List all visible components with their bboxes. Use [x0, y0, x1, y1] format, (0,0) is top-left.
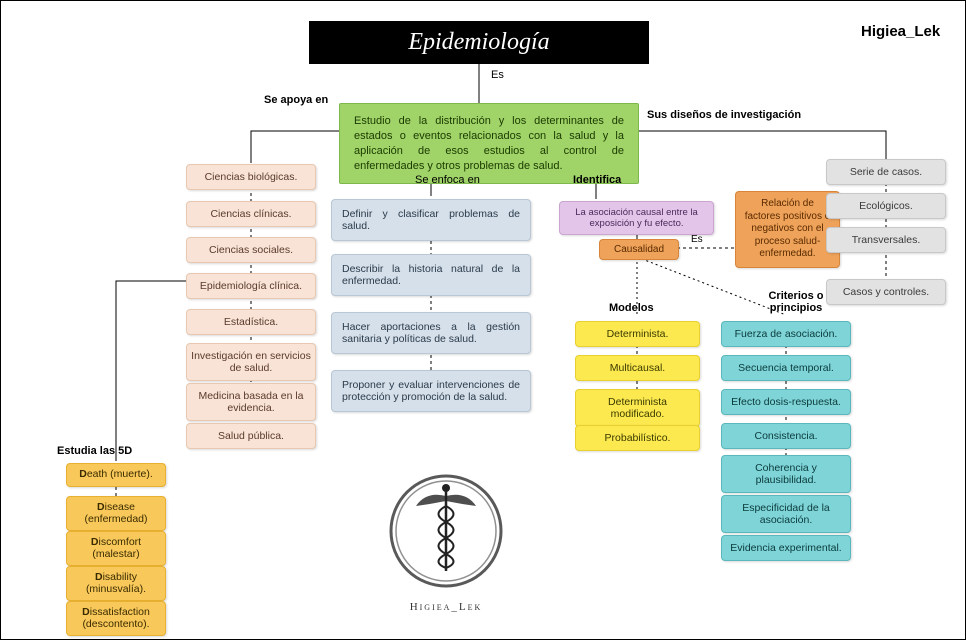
connector-5d: Estudia las 5D: [57, 445, 132, 457]
connector-es2: Es: [691, 234, 703, 245]
fived-0: Death (muerte).: [66, 463, 166, 487]
fived-4: Dissatisfaction (descontento).: [66, 601, 166, 636]
enfoca-3: Proponer y evaluar intervenciones de pro…: [331, 370, 531, 412]
connector-criterios: Criterios o principios: [761, 290, 831, 314]
caduceus-icon: [381, 466, 511, 596]
modelo-3: Probabilístico.: [575, 425, 700, 451]
criterio-2: Efecto dosis-respuesta.: [721, 389, 851, 415]
apoya-2: Ciencias sociales.: [186, 237, 316, 263]
apoya-6: Medicina basada en la evidencia.: [186, 383, 316, 421]
author-label: Higiea_Lek: [861, 23, 940, 40]
relacion-box: Relación de factores positivos o negativ…: [735, 191, 840, 268]
criterio-3: Consistencia.: [721, 423, 851, 449]
logo-container: Higiea_Lek: [371, 466, 521, 613]
causalidad-box: Causalidad: [599, 239, 679, 260]
modelo-1: Multicausal.: [575, 355, 700, 381]
definition-text: Estudio de la distribución y los determi…: [354, 115, 624, 172]
diseno-2: Transversales.: [826, 227, 946, 253]
criterio-0: Fuerza de asociación.: [721, 321, 851, 347]
enfoca-1: Describir la historia natural de la enfe…: [331, 254, 531, 296]
logo-text: Higiea_Lek: [371, 601, 521, 613]
criterio-6: Evidencia experimental.: [721, 535, 851, 561]
apoya-3: Epidemiología clínica.: [186, 273, 316, 299]
title-text: Epidemiología: [408, 29, 549, 55]
diseno-3: Casos y controles.: [826, 279, 946, 305]
identifica-box: La asociación causal entre la exposición…: [559, 201, 714, 235]
connector-es: Es: [491, 69, 504, 81]
definition-box: Estudio de la distribución y los determi…: [339, 103, 639, 184]
diseno-0: Serie de casos.: [826, 159, 946, 185]
connector-enfoca: Se enfoca en: [415, 174, 480, 186]
criterio-4: Coherencia y plausibilidad.: [721, 455, 851, 493]
apoya-0: Ciencias biológicas.: [186, 164, 316, 190]
fived-1: Disease (enfermedad): [66, 496, 166, 531]
apoya-5: Investigación en servicios de salud.: [186, 343, 316, 381]
apoya-1: Ciencias clínicas.: [186, 201, 316, 227]
diseno-1: Ecológicos.: [826, 193, 946, 219]
enfoca-0: Definir y clasificar problemas de salud.: [331, 199, 531, 241]
criterio-1: Secuencia temporal.: [721, 355, 851, 381]
connector-modelos: Modelos: [609, 302, 654, 314]
modelo-0: Determinista.: [575, 321, 700, 347]
fived-2: Discomfort (malestar): [66, 531, 166, 566]
criterio-5: Especificidad de la asociación.: [721, 495, 851, 533]
title-box: Epidemiología: [309, 21, 649, 64]
modelo-2: Determinista modificado.: [575, 389, 700, 427]
connector-disenos: Sus diseños de investigación: [647, 109, 801, 121]
connector-apoya: Se apoya en: [264, 94, 328, 106]
enfoca-2: Hacer aportaciones a la gestión sanitari…: [331, 312, 531, 354]
fived-3: Disability (minusvalía).: [66, 566, 166, 601]
apoya-7: Salud pública.: [186, 423, 316, 449]
connector-identifica: Identifica: [573, 174, 621, 186]
apoya-4: Estadística.: [186, 309, 316, 335]
